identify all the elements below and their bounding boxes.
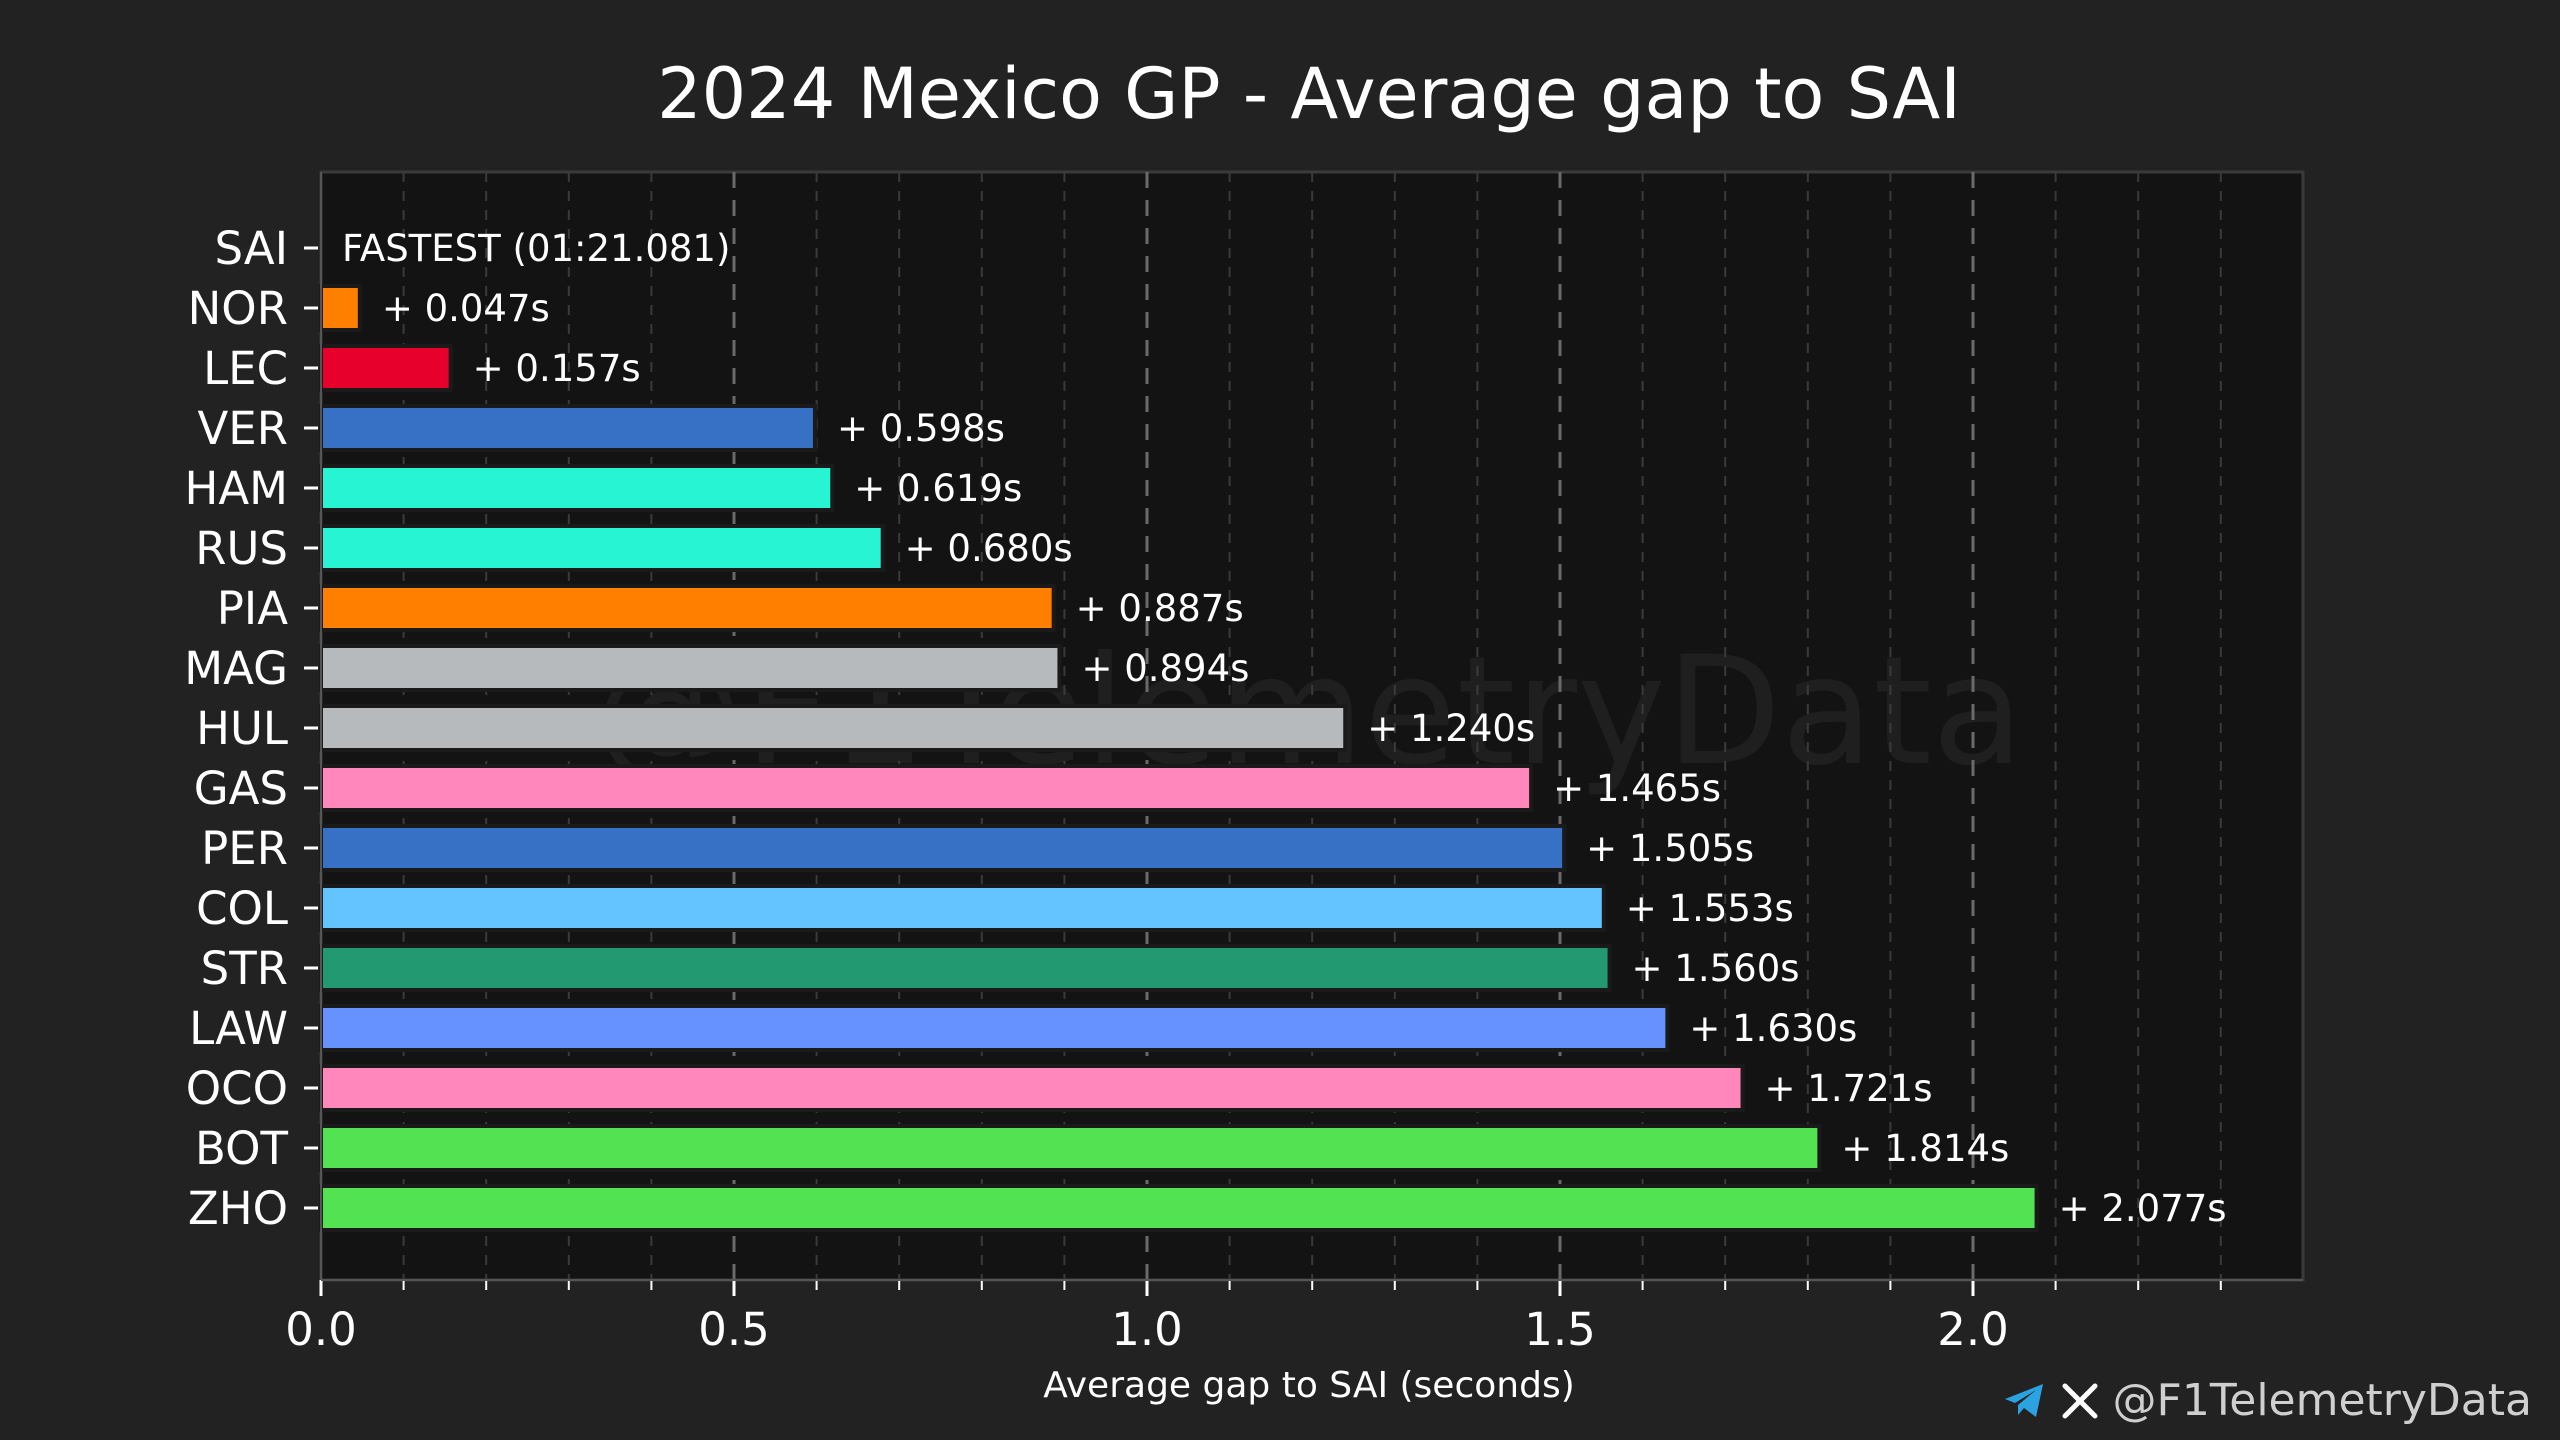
bar-lec (319, 344, 453, 392)
value-label-rus: + 0.680s (905, 527, 1073, 570)
driver-label-zho: ZHO (188, 1182, 288, 1235)
value-label-pia: + 0.887s (1076, 587, 1244, 630)
bar-gas (319, 764, 1534, 812)
credits: @F1TelemetryData (2003, 1375, 2532, 1426)
bar-rus (319, 524, 885, 572)
x-axis-label: Average gap to SAI (seconds) (1043, 1365, 1575, 1406)
driver-label-bot: BOT (195, 1122, 289, 1175)
value-label-oco: + 1.721s (1765, 1067, 1933, 1110)
value-label-nor: + 0.047s (382, 287, 550, 330)
driver-label-col: COL (196, 882, 288, 935)
driver-label-oco: OCO (186, 1062, 288, 1115)
driver-label-gas: GAS (194, 762, 288, 815)
value-label-gas: + 1.465s (1553, 767, 1721, 810)
driver-label-lec: LEC (203, 342, 288, 395)
value-label-str: + 1.560s (1632, 947, 1800, 990)
driver-label-hul: HUL (196, 702, 288, 755)
bar-ver (319, 404, 817, 452)
fastest-label: FASTEST (01:21.081) (342, 227, 730, 270)
bar-ham (319, 464, 835, 512)
x-tick-label: 1.0 (1111, 1303, 1183, 1356)
bar-col (319, 884, 1606, 932)
driver-label-per: PER (201, 822, 288, 875)
value-label-col: + 1.553s (1626, 887, 1794, 930)
bar-str (319, 944, 1612, 992)
value-label-mag: + 0.894s (1081, 647, 1249, 690)
value-label-lec: + 0.157s (473, 347, 641, 390)
bar-zho (319, 1184, 2039, 1232)
credits-handle: @F1TelemetryData (2112, 1375, 2532, 1426)
value-label-ver: + 0.598s (837, 407, 1005, 450)
driver-label-pia: PIA (217, 582, 288, 635)
axes: 0.0 0.5 1.0 1.5 2.0 SAI NOR LEC VER HAM RUS PIA MAG H… (184, 172, 2303, 1356)
bar-nor (319, 284, 362, 332)
bar-law (319, 1004, 1670, 1052)
x-icon[interactable] (2061, 1382, 2099, 1420)
bar-pia (319, 584, 1056, 632)
x-tick-label: 2.0 (1937, 1303, 2009, 1356)
value-label-hul: + 1.240s (1367, 707, 1535, 750)
x-tick-label: 0.5 (698, 1303, 770, 1356)
bar-hul (319, 704, 1348, 752)
x-tick-label: 1.5 (1524, 1303, 1596, 1356)
driver-label-ver: VER (198, 402, 288, 455)
driver-label-ham: HAM (185, 462, 288, 515)
driver-label-law: LAW (189, 1002, 288, 1055)
driver-label-mag: MAG (184, 642, 288, 695)
driver-label-str: STR (201, 942, 288, 995)
value-label-ham: + 0.619s (854, 467, 1022, 510)
bar-mag (319, 644, 1062, 692)
driver-label-rus: RUS (195, 522, 288, 575)
value-label-bot: + 1.814s (1841, 1127, 2009, 1170)
bar-bot (319, 1124, 1822, 1172)
driver-label-sai: SAI (215, 222, 288, 275)
value-label-per: + 1.505s (1586, 827, 1754, 870)
chart-title: 2024 Mexico GP - Average gap to SAI (657, 53, 1961, 135)
bars: FASTEST (01:21.081) + 0.047s + 0.157s + 0.5… (319, 227, 2227, 1232)
telegram-icon[interactable] (2003, 1381, 2047, 1421)
bar-per (319, 824, 1567, 872)
driver-label-nor: NOR (188, 282, 288, 335)
value-label-zho: + 2.077s (2059, 1187, 2227, 1230)
x-tick-label: 0.0 (285, 1303, 357, 1356)
value-label-law: + 1.630s (1689, 1007, 1857, 1050)
bar-oco (319, 1064, 1745, 1112)
